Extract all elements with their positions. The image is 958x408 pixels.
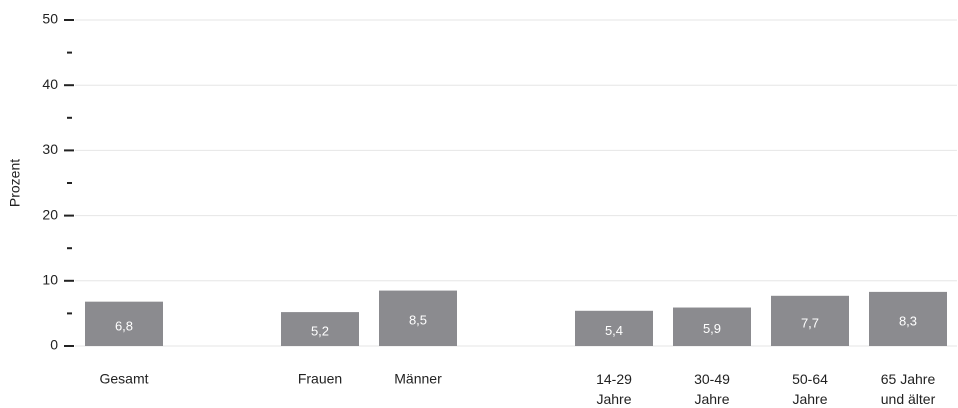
x-tick-label: Gesamt xyxy=(99,371,148,387)
x-tick-label: 65 Jahre und älter xyxy=(881,371,936,407)
x-tick-label: 30-49 Jahre xyxy=(694,371,730,407)
y-tick-label: 40 xyxy=(42,76,58,92)
x-tick-label: 50-64 Jahre xyxy=(792,371,828,407)
bar xyxy=(281,312,359,346)
x-tick-label: 14-29 Jahre xyxy=(596,371,632,407)
value-label: 5,9 xyxy=(703,321,721,336)
bar xyxy=(673,307,751,346)
x-tick-label: Frauen xyxy=(298,371,342,387)
bar xyxy=(869,291,947,346)
value-label: 5,2 xyxy=(311,323,329,338)
bar xyxy=(575,310,653,346)
bar xyxy=(771,295,849,346)
y-axis-title: Prozent xyxy=(7,159,23,207)
y-tick-label: 50 xyxy=(42,11,58,27)
x-tick-label: Männer xyxy=(394,371,442,387)
value-label: 8,3 xyxy=(899,313,917,328)
y-tick-label: 0 xyxy=(50,337,58,353)
value-label: 7,7 xyxy=(801,315,819,330)
bar xyxy=(379,290,457,346)
y-tick-label: 20 xyxy=(42,206,58,222)
bar xyxy=(85,301,163,346)
value-label: 6,8 xyxy=(115,318,133,333)
y-tick-label: 10 xyxy=(42,272,58,288)
value-label: 8,5 xyxy=(409,313,427,328)
y-tick-label: 30 xyxy=(42,141,58,157)
value-label: 5,4 xyxy=(605,323,623,338)
